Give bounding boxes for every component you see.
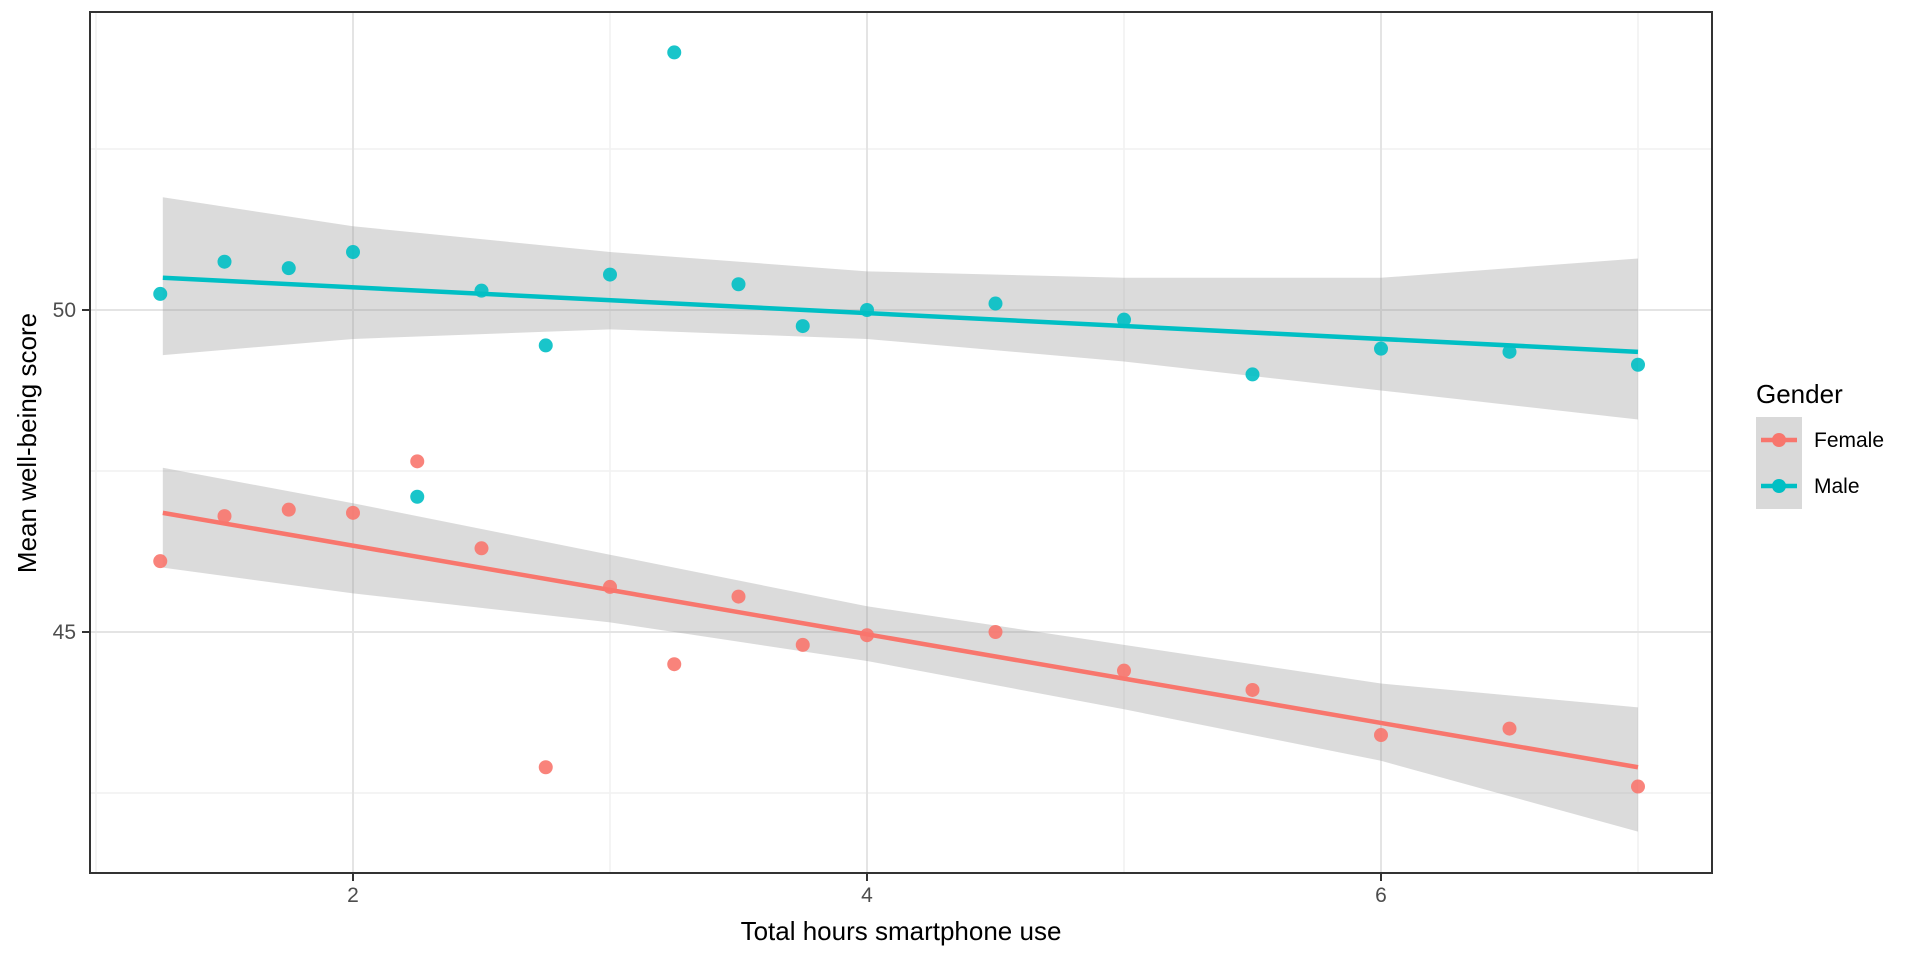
data-point-male bbox=[410, 489, 425, 504]
data-point-female bbox=[603, 579, 617, 594]
data-point-male bbox=[1117, 312, 1131, 327]
data-point-female bbox=[1631, 779, 1645, 794]
data-point-male bbox=[731, 277, 746, 292]
x-tick-label: 2 bbox=[347, 884, 359, 907]
data-point-female bbox=[1502, 721, 1517, 736]
data-point-male bbox=[1631, 357, 1645, 372]
legend-label-male: Male bbox=[1814, 475, 1860, 498]
data-point-male bbox=[1502, 344, 1517, 359]
data-point-female bbox=[860, 628, 874, 643]
confidence-ribbon-female bbox=[162, 467, 1638, 832]
data-point-female bbox=[795, 637, 810, 652]
data-point-male bbox=[1374, 341, 1388, 356]
data-point-female bbox=[281, 502, 296, 517]
data-point-male bbox=[153, 286, 168, 301]
y-tick-label: 45 bbox=[53, 621, 76, 644]
data-point-male bbox=[860, 303, 874, 317]
axis-layer: 2 4 6 45 50 bbox=[53, 11, 1713, 907]
data-point-female bbox=[667, 657, 682, 672]
trend-line-male bbox=[162, 275, 1639, 355]
data-point-male bbox=[795, 319, 810, 334]
data-point-male bbox=[346, 245, 360, 260]
x-axis-title: Total hours smartphone use bbox=[741, 916, 1062, 946]
confidence-ribbon-male bbox=[162, 197, 1638, 420]
y-axis-title: Mean well-being score bbox=[12, 313, 42, 573]
grid-layer bbox=[90, 12, 1712, 873]
data-point-female bbox=[153, 554, 168, 569]
data-layer bbox=[153, 45, 1645, 832]
data-point-female bbox=[1245, 682, 1260, 697]
legend-key-point-male bbox=[1772, 479, 1786, 493]
data-point-male bbox=[603, 267, 617, 282]
legend-keys: Female Male bbox=[1756, 417, 1884, 509]
legend-label-female: Female bbox=[1814, 429, 1884, 452]
data-point-female bbox=[217, 509, 232, 524]
data-point-male bbox=[474, 283, 489, 298]
data-point-female bbox=[1117, 663, 1131, 678]
data-point-male bbox=[281, 261, 296, 276]
x-tick-label: 4 bbox=[861, 884, 873, 907]
y-tick-label: 50 bbox=[53, 299, 76, 322]
data-point-male bbox=[1245, 367, 1260, 382]
data-point-male bbox=[538, 338, 553, 353]
panel-border bbox=[89, 11, 1713, 874]
data-point-female bbox=[538, 760, 553, 775]
data-point-female bbox=[1374, 728, 1388, 743]
trend-line-female bbox=[162, 510, 1639, 770]
legend: Gender Female Male bbox=[1756, 379, 1884, 509]
x-tick-label: 6 bbox=[1375, 884, 1387, 907]
data-point-female bbox=[410, 454, 425, 469]
data-point-female bbox=[988, 625, 1003, 639]
data-point-male bbox=[988, 296, 1003, 311]
data-point-male bbox=[217, 254, 232, 269]
data-point-female bbox=[474, 541, 489, 556]
data-point-male bbox=[667, 45, 682, 60]
legend-title: Gender bbox=[1756, 379, 1843, 409]
panel-background bbox=[90, 12, 1712, 873]
data-point-female bbox=[346, 505, 360, 520]
legend-key-point-female bbox=[1772, 433, 1786, 447]
data-point-female bbox=[731, 589, 746, 604]
